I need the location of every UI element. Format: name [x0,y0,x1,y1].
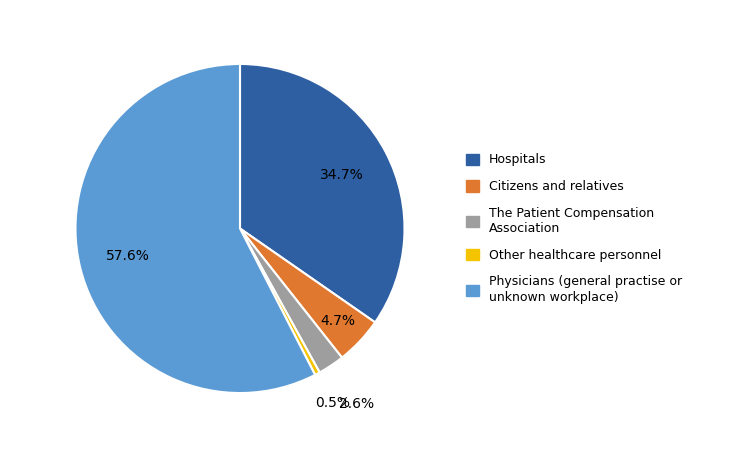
Wedge shape [240,228,342,372]
Wedge shape [240,64,404,322]
Text: 0.5%: 0.5% [315,396,350,410]
Wedge shape [76,64,315,393]
Text: 2.6%: 2.6% [339,397,374,411]
Legend: Hospitals, Citizens and relatives, The Patient Compensation
Association, Other h: Hospitals, Citizens and relatives, The P… [460,147,688,310]
Wedge shape [240,228,375,358]
Text: 4.7%: 4.7% [321,314,356,328]
Wedge shape [240,228,320,375]
Text: 57.6%: 57.6% [106,249,150,262]
Text: 34.7%: 34.7% [320,168,364,182]
